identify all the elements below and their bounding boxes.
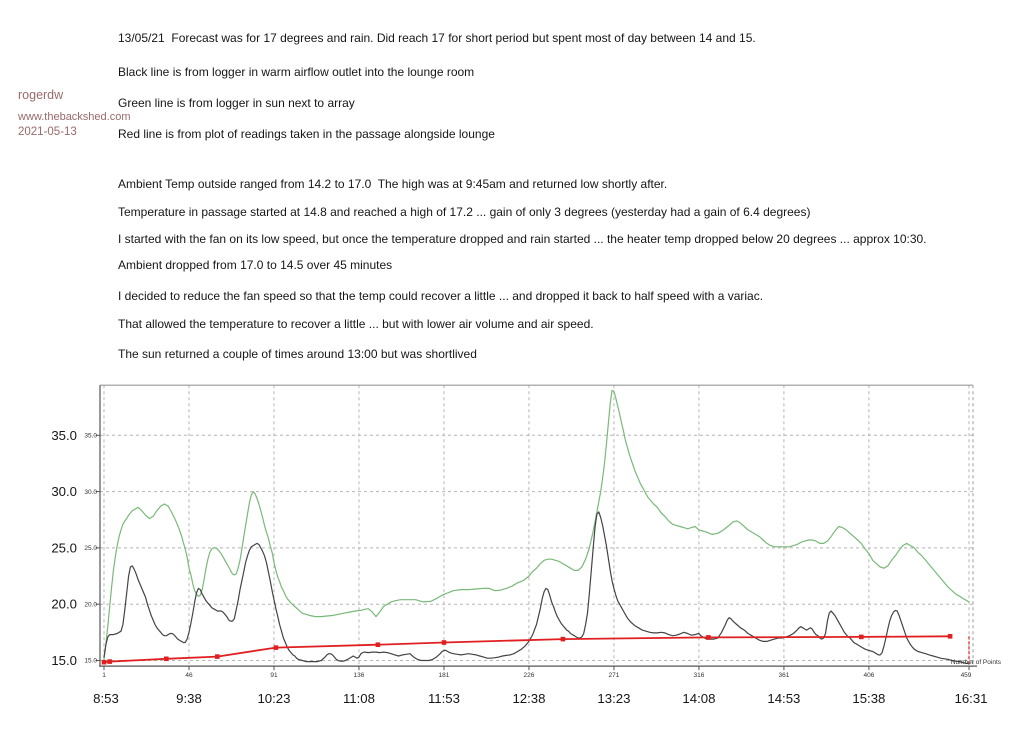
series-red-marker — [375, 642, 381, 647]
post-line-green-desc: Green line is from logger in sun next to… — [118, 96, 355, 110]
post-line-passage: Temperature in passage started at 14.8 a… — [118, 205, 811, 219]
x-tick-inner: 459 — [961, 672, 972, 679]
x-tick-outer: 8:53 — [93, 691, 119, 706]
post-line-black-desc: Black line is from logger in warm airflo… — [118, 65, 475, 79]
chart-svg: 15.0 15.0 20.0 20.0 25.0 25.0 30.0 30.0 35.0 35.0… — [51, 384, 1002, 706]
x-tick-inner: 271 — [609, 672, 620, 679]
post-line-ambient-drop: Ambient dropped from 17.0 to 14.5 over 4… — [118, 258, 393, 272]
series-red-marker — [101, 659, 107, 665]
series-red-marker — [164, 656, 169, 662]
x-tick-outer: 15:38 — [852, 691, 885, 706]
chart-grid — [100, 385, 973, 667]
series-red-marker — [859, 634, 864, 640]
x-tick-inner: 226 — [524, 672, 535, 679]
series-black — [103, 511, 970, 665]
x-tick-outer: 11:53 — [428, 691, 460, 706]
x-tick-inner: 406 — [863, 672, 874, 679]
post-date: 2021-05-13 — [18, 126, 77, 138]
axis-labels: 15.0 15.0 20.0 20.0 25.0 25.0 30.0 30.0 35.0 35.0… — [51, 428, 1001, 706]
post-line-fan: I started with the fan on its low speed,… — [118, 232, 927, 246]
x-tick-inner: 91 — [270, 672, 278, 679]
y-tick-inner: 25.0 — [84, 545, 97, 552]
x-tick-inner: 316 — [693, 672, 704, 679]
y-tick-inner: 30.0 — [84, 489, 97, 496]
x-axis-title: Number of Points — [951, 659, 1002, 666]
series-red — [101, 634, 953, 665]
x-tick-inner: 136 — [354, 672, 365, 679]
y-tick-inner: 15.0 — [84, 658, 97, 665]
temperature-chart: 15.0 15.0 20.0 20.0 25.0 25.0 30.0 30.0 35.0 35.0… — [0, 378, 1024, 727]
author-name: rogerdw — [18, 88, 64, 102]
x-tick-inner: 46 — [185, 672, 193, 679]
series-red-marker — [215, 654, 220, 659]
y-tick-outer: 30.0 — [51, 484, 77, 499]
post-line-recover: That allowed the temperature to recover … — [118, 317, 594, 331]
x-tick-outer: 14:53 — [767, 691, 800, 706]
y-tick-outer: 15.0 — [51, 653, 77, 668]
author-block: rogerdw www.thebackshed.com 2021-05-13 — [18, 88, 131, 138]
series-red-marker — [107, 659, 112, 664]
series-red-marker — [560, 636, 566, 642]
post-line-ambient: Ambient Temp outside ranged from 14.2 to… — [118, 177, 668, 191]
series-red-marker — [947, 634, 953, 639]
series-red-marker — [273, 645, 279, 650]
x-tick-outer: 13:23 — [597, 691, 630, 706]
series-red-marker — [441, 640, 447, 645]
x-tick-outer: 11:08 — [343, 691, 375, 706]
series-green — [103, 389, 970, 660]
post-line-sun: The sun returned a couple of times aroun… — [118, 347, 477, 361]
y-tick-outer: 35.0 — [51, 428, 77, 443]
y-tick-inner: 20.0 — [84, 601, 97, 608]
y-tick-outer: 25.0 — [51, 540, 77, 555]
series-red-marker — [706, 635, 711, 640]
post-line-variac: I decided to reduce the fan speed so tha… — [118, 289, 764, 303]
y-tick-inner: 35.0 — [84, 433, 97, 440]
x-tick-inner: 181 — [439, 672, 450, 679]
x-tick-inner: 361 — [778, 672, 789, 679]
post-line-forecast: 13/05/21 Forecast was for 17 degrees and… — [118, 31, 756, 45]
post-line-red-desc: Red line is from plot of readings taken … — [118, 127, 495, 141]
x-tick-outer: 10:23 — [257, 691, 290, 706]
x-tick-outer: 16:31 — [954, 691, 987, 706]
y-tick-outer: 20.0 — [51, 597, 77, 612]
chart-frame — [95, 384, 977, 671]
x-tick-inner: 1 — [102, 672, 106, 679]
author-site-link[interactable]: www.thebackshed.com — [18, 111, 131, 123]
x-tick-outer: 12:38 — [512, 691, 545, 706]
x-tick-outer: 9:38 — [176, 691, 202, 706]
x-tick-outer: 14:08 — [682, 691, 715, 706]
